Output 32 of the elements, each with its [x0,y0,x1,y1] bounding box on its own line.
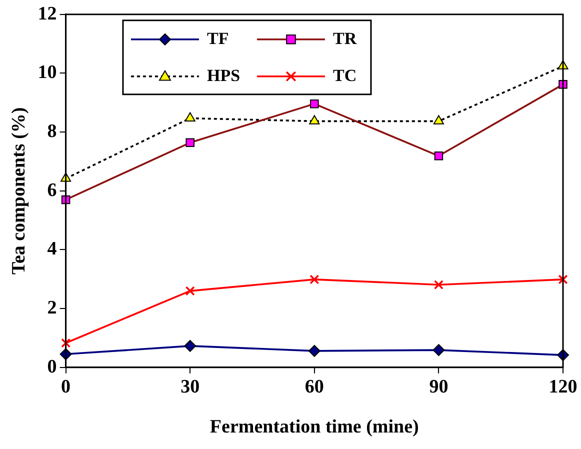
point [433,115,444,124]
x-axis-title: Fermentation time (mine) [210,416,419,438]
legend-label: HPS [206,66,240,85]
point [309,115,320,124]
legend-label: TC [332,66,357,85]
x-tick-label: 30 [180,376,200,398]
y-tick-label: 6 [47,180,57,201]
y-axis-title: Tea components (%) [8,107,30,274]
point [310,99,319,108]
y-tick-label: 12 [38,3,57,24]
legend-label: TR [332,28,358,48]
point [184,340,196,352]
point [310,274,320,284]
y-tick-label: 2 [47,297,57,318]
point [308,344,320,357]
legend-label: TF [206,28,229,48]
point [61,338,71,348]
y-tick-label: 8 [47,120,57,142]
point [432,344,445,356]
x-tick-label: 120 [548,376,578,398]
point [186,138,194,148]
y-tick-label: 0 [47,356,57,378]
point [434,280,444,290]
y-tick-label: 4 [47,238,58,260]
point [558,274,568,284]
x-tick-label: 0 [61,376,71,398]
point [185,286,195,296]
x-tick-label: 60 [304,376,324,398]
point [184,112,196,122]
point [434,152,444,160]
x-tick-label: 90 [429,376,448,398]
y-tick-label: 10 [38,62,57,84]
